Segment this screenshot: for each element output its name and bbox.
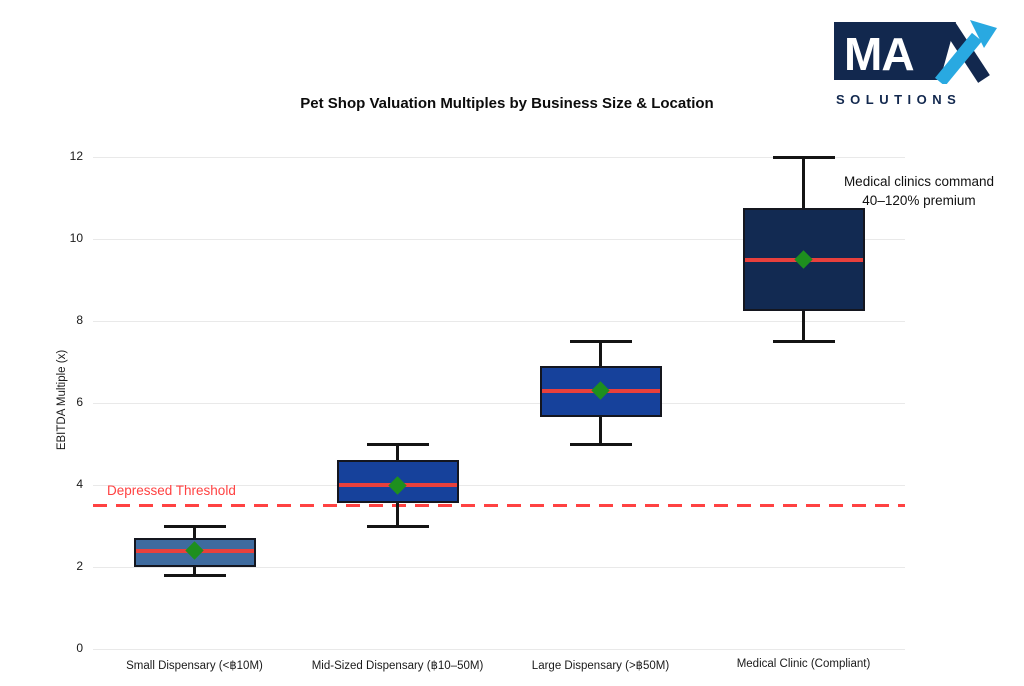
y-tick-label: 0 [76,641,83,655]
x-tick-label: Large Dispensary (>฿50M) [531,660,670,672]
x-tick-label: Small Dispensary (<฿10M) [126,660,263,672]
logo-arrow-head-icon [970,20,997,48]
annotation: Medical clinics command 40–120% premium [844,172,994,210]
x-tick-label: Mid-Sized Dispensary (฿10–50M) [311,660,484,672]
logo-mark-icon: MA [834,20,997,87]
gridline [93,648,905,650]
y-tick-label: 6 [76,395,83,409]
whisker-cap [366,524,429,528]
whisker-cap [163,573,226,577]
annotation-line-2: 40–120% premium [862,193,976,208]
chart-title: Pet Shop Valuation Multiples by Business… [300,95,714,112]
y-tick-label: 10 [69,231,83,245]
whisker-cap [366,442,429,446]
whisker-cap [772,340,835,343]
gridline [93,402,905,404]
x-tick-label: Medical Clinic (Compliant) [736,658,871,670]
gridline [93,320,905,322]
whisker-cap [569,442,632,446]
gridline [93,156,905,158]
annotation-line-1: Medical clinics command [843,174,994,189]
whisker-cap [163,524,226,528]
whisker-cap [569,340,632,343]
plot-area: 0 2 4 6 8 10 12 Depressed Threshold Small Dispen… [70,145,905,672]
gridline [93,238,905,240]
threshold-line [93,504,905,507]
gridline [93,484,905,486]
gridline [93,566,905,568]
whisker-cap [772,155,835,159]
y-tick-label: 12 [69,149,83,163]
logo-arrow-shaft-icon [934,32,983,87]
logo-subtext: SOLUTIONS [836,92,962,107]
logo-letters: MA [844,28,914,80]
threshold-label: Depressed Threshold [107,482,236,498]
y-tick-label: 4 [76,477,83,491]
company-logo: MA SOLUTIONS [834,20,998,107]
y-tick-label: 2 [76,559,83,573]
y-tick-label: 8 [76,313,83,327]
